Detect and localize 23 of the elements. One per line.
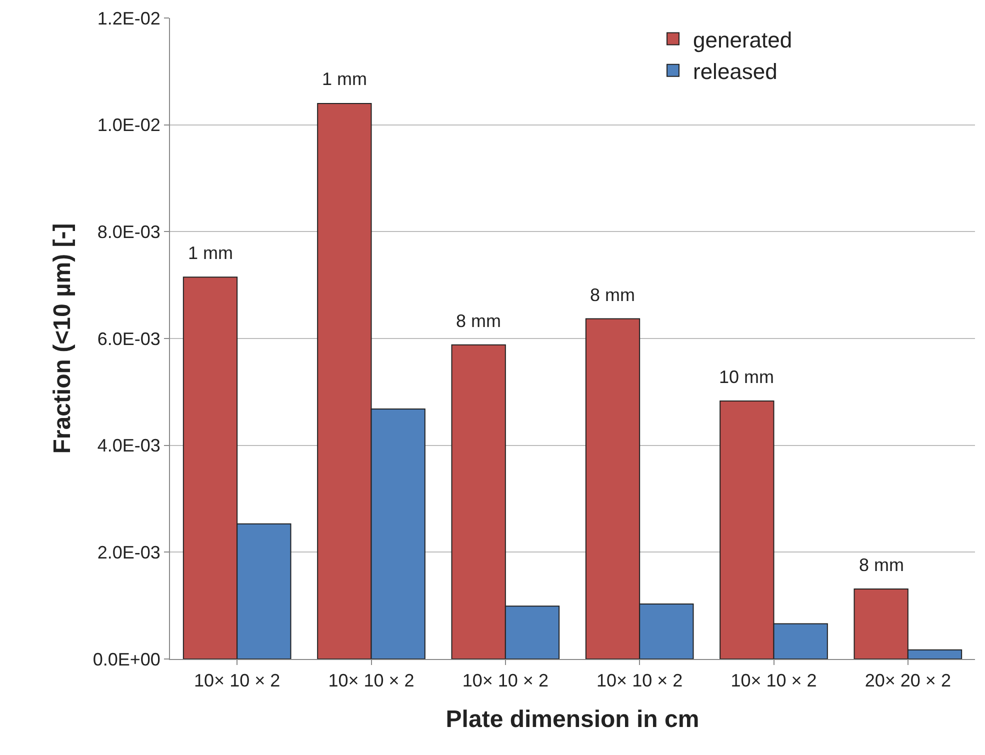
x-axis-title: Plate dimension in cm [446,706,700,733]
y-tick-label: 1.2E-02 [97,8,160,28]
y-tick-label: 4.0E-03 [97,436,160,456]
annotation: 1 mm [188,243,233,263]
annotation: 1 mm [322,69,367,89]
annotation: 8 mm [590,285,635,305]
legend-label: generated [693,27,792,52]
annotation: 10 mm [719,367,774,387]
x-tick-label: 10× 10 × 2 [328,670,414,691]
x-tick-label: 10× 10 × 2 [596,670,683,691]
annotation: 8 mm [456,311,501,331]
x-tick-label: 20× 20 × 2 [864,670,951,691]
y-tick-label: 8.0E-03 [97,222,160,242]
legend-label: released [693,58,778,84]
x-tick-label: 10× 10 × 2 [194,670,280,691]
y-axis-title: Fraction (<10 µm) [-] [48,223,76,454]
x-tick-label: 10× 10 × 2 [730,670,817,691]
y-tick-label: 1.0E-02 [97,115,160,136]
y-tick-label: 0.0E+00 [92,649,160,670]
y-tick-label: 6.0E-03 [97,328,160,349]
annotation: 8 mm [859,555,904,575]
y-tick-label: 2.0E-03 [97,542,160,562]
x-tick-label: 10× 10 × 2 [462,670,548,691]
